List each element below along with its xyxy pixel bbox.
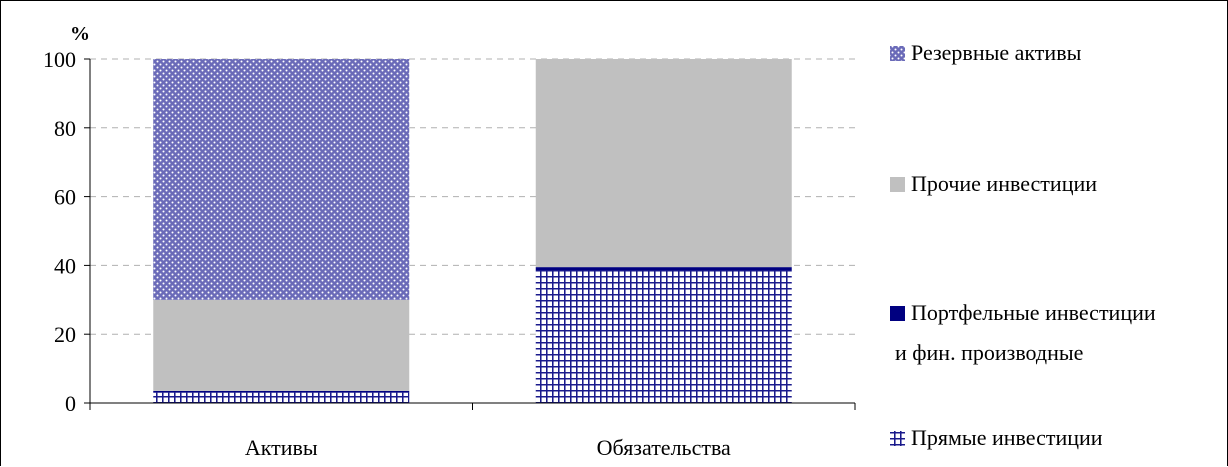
bar-segment-0-1 [153,390,410,393]
y-tick-label: 80 [54,116,76,141]
axes: 0 20 40 60 80 100% Активы Обязательства [43,23,856,460]
y-tick-label: 100 [43,47,76,72]
legend-label: Прочие инвестиции [911,171,1097,196]
legend-swatch [890,431,905,446]
bar-segment-1-1 [535,267,792,271]
y-tick-label: 20 [54,322,76,347]
bar-segment-1-0 [535,270,792,403]
legend-swatch [890,46,905,61]
category-label: Обязательства [597,435,731,460]
legend: Резервные активы Прочие инвестиции Портфел… [890,40,1156,450]
bar-segment-0-0 [153,392,410,403]
y-tick-label: 40 [54,253,76,278]
category-label: Активы [245,435,318,460]
legend-swatch [890,306,905,321]
legend-swatch [890,177,905,192]
y-tick-label: 60 [54,185,76,210]
y-tick-label: 0 [65,391,76,416]
bars [153,59,792,403]
legend-label: Прямые инвестиции [911,425,1103,450]
legend-label: и фин. производные [895,340,1083,365]
bar-segment-1-2 [535,59,792,268]
bar-segment-0-2 [153,299,410,391]
y-unit-label: % [70,23,90,45]
legend-label: Портфельные инвестиции [911,300,1156,325]
bar-segment-0-3 [153,59,410,300]
legend-label: Резервные активы [911,40,1082,65]
